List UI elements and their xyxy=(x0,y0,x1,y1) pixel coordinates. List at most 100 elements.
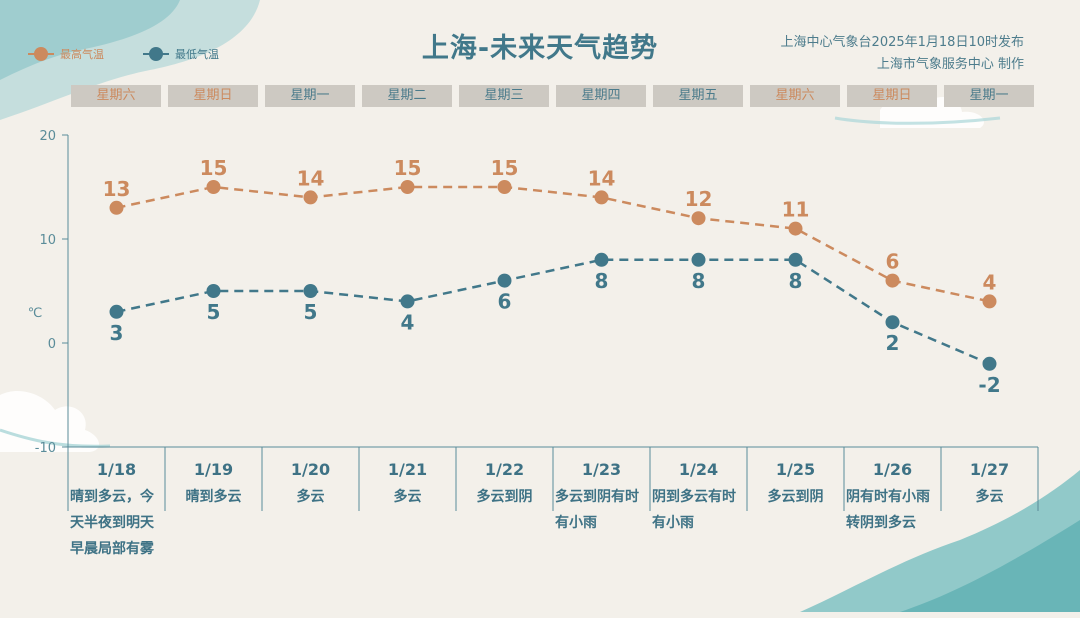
weekday-label: 星期六 xyxy=(71,85,161,107)
high-temp-point xyxy=(206,180,221,194)
y-tick-label: 20 xyxy=(39,129,56,144)
day-date: 1/26 xyxy=(872,460,913,479)
weekday-label: 星期日 xyxy=(168,85,258,107)
day-column: 1/21 多云 xyxy=(359,452,456,510)
day-column: 1/22 多云到阴 xyxy=(456,452,553,510)
weekday-label: 星期五 xyxy=(653,85,743,107)
day-condition: 晴到多云 xyxy=(185,489,242,505)
high-temp-label: 4 xyxy=(983,270,997,294)
high-temp-label: 15 xyxy=(200,156,228,180)
y-tick-label: 10 xyxy=(39,233,56,248)
high-temp-point xyxy=(788,221,803,236)
low-temp-label: 2 xyxy=(886,331,900,355)
low-temp-line xyxy=(116,258,990,365)
weekday-label: 星期四 xyxy=(556,85,646,107)
weekday-label: 星期三 xyxy=(459,85,549,107)
day-column: 1/20 多云 xyxy=(262,452,359,510)
weekday-label: 星期六 xyxy=(750,85,840,107)
day-condition: 多云到阴有时有小雨 xyxy=(555,489,639,531)
high-temp-point xyxy=(303,190,318,205)
day-column: 1/24 阴到多云有时有小雨 xyxy=(650,452,747,536)
high-temp-point xyxy=(885,273,900,288)
day-date: 1/21 xyxy=(387,460,428,479)
chart-axes: -10 0 10 20 ℃ xyxy=(28,129,1039,511)
day-column: 1/19 晴到多云 xyxy=(165,452,262,510)
day-column: 1/23 多云到阴有时有小雨 xyxy=(553,452,650,536)
chart-series-lines xyxy=(116,185,990,365)
low-temp-point xyxy=(885,315,900,330)
day-condition: 阴到多云有时有小雨 xyxy=(652,489,736,531)
low-temp-label: 8 xyxy=(595,269,609,293)
day-condition: 多云到阴 xyxy=(476,489,533,505)
low-temp-label: 5 xyxy=(304,300,318,324)
low-temp-point xyxy=(206,284,221,298)
low-temp-point xyxy=(594,252,609,267)
day-column: 1/26 阴有时有小雨转阴到多云 xyxy=(844,452,941,536)
high-temp-line xyxy=(116,185,990,303)
high-temp-label: 13 xyxy=(103,177,131,201)
day-date: 1/25 xyxy=(775,460,816,479)
publisher-line-2: 上海市气象服务中心 制作 xyxy=(876,57,1024,72)
legend-low-marker-icon xyxy=(143,46,169,62)
low-temp-label: 6 xyxy=(498,290,512,314)
day-date: 1/23 xyxy=(581,460,622,479)
day-condition: 多云 xyxy=(393,489,422,505)
high-temp-label: 12 xyxy=(685,187,713,211)
day-condition: 晴到多云，今天半夜到明天早晨局部有雾 xyxy=(70,489,154,557)
day-condition: 多云 xyxy=(296,489,325,505)
weekday-label: 星期二 xyxy=(362,85,452,107)
low-temp-point xyxy=(788,252,803,267)
high-temp-label: 11 xyxy=(782,198,810,222)
high-temp-point xyxy=(594,190,609,205)
day-date: 1/18 xyxy=(96,460,137,479)
low-temp-point xyxy=(497,273,512,288)
page-title: 上海-未来天气趋势 xyxy=(421,33,659,64)
high-temp-label: 14 xyxy=(588,166,616,190)
day-date: 1/20 xyxy=(290,460,331,479)
day-condition: 阴有时有小雨转阴到多云 xyxy=(846,489,930,531)
day-date: 1/27 xyxy=(969,460,1010,479)
day-date: 1/19 xyxy=(193,460,234,479)
high-temp-point xyxy=(400,180,415,194)
day-column: 1/25 多云到阴 xyxy=(747,452,844,510)
publisher-line-1: 上海中心气象台2025年1月18日10时发布 xyxy=(780,35,1024,50)
high-temp-label: 15 xyxy=(491,156,519,180)
low-temp-point xyxy=(109,304,124,319)
y-tick-label: 0 xyxy=(48,337,56,352)
legend-low-label: 最低气温 xyxy=(175,48,219,61)
day-date: 1/24 xyxy=(678,460,719,479)
high-temp-label: 14 xyxy=(297,166,325,190)
day-condition: 多云到阴 xyxy=(767,489,824,505)
low-temp-label: 3 xyxy=(110,321,124,345)
high-temp-point xyxy=(982,294,997,309)
high-temp-point xyxy=(109,200,124,215)
legend-high-label: 最高气温 xyxy=(60,48,104,61)
low-temp-point xyxy=(691,252,706,267)
low-temp-label: 8 xyxy=(789,269,803,293)
weekday-label: 星期一 xyxy=(265,85,355,107)
low-temp-label: 8 xyxy=(692,269,706,293)
weekday-row: 星期六 星期日 星期一 星期二 星期三 星期四 星期五 星期六 星期日 星期一 xyxy=(71,85,1035,107)
high-temp-point xyxy=(691,211,706,226)
weekday-label: 星期日 xyxy=(847,85,937,107)
low-temp-label: 4 xyxy=(401,310,415,334)
high-temp-label: 6 xyxy=(886,250,900,274)
low-temp-point xyxy=(982,356,997,371)
y-axis-label: ℃ xyxy=(28,306,43,321)
weekday-label: 星期一 xyxy=(944,85,1034,107)
low-temp-label: 5 xyxy=(207,300,221,324)
y-tick-label: -10 xyxy=(35,441,56,456)
legend-high-marker-icon xyxy=(28,46,54,62)
high-temp-point xyxy=(497,180,512,194)
low-temp-point xyxy=(303,284,318,298)
day-condition: 多云 xyxy=(975,489,1004,505)
low-temp-point xyxy=(400,294,415,309)
low-temp-label: -2 xyxy=(978,373,1000,397)
day-column: 1/18 晴到多云，今天半夜到明天早晨局部有雾 xyxy=(68,452,165,562)
legend-high-temp: 最高气温 xyxy=(28,45,104,63)
day-column: 1/27 多云 xyxy=(941,452,1038,510)
chart-data-marks: 13 15 14 15 15 14 12 11 6 4 3 5 5 4 6 8 8 8 2 -2 xyxy=(103,156,1001,397)
day-date: 1/22 xyxy=(484,460,525,479)
high-temp-label: 15 xyxy=(394,156,422,180)
